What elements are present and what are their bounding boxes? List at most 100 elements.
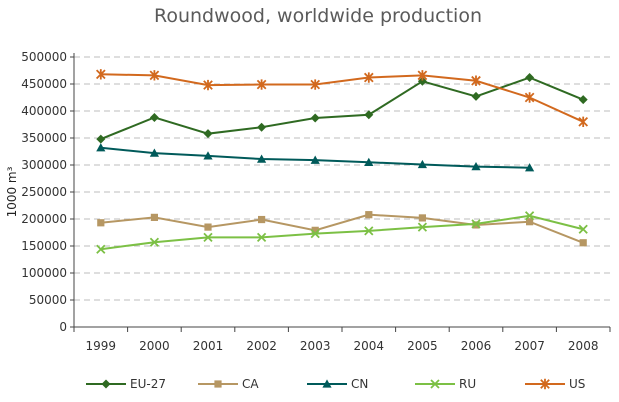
- data-point: [578, 95, 588, 105]
- y-axis-label: 1000 m³: [5, 166, 19, 217]
- data-point: [310, 228, 320, 239]
- data-point: [363, 72, 374, 83]
- data-point: [95, 69, 106, 80]
- y-tick-label: 350000: [21, 131, 67, 145]
- data-point: [96, 143, 106, 152]
- series-line: [100, 214, 584, 251]
- data-point: [96, 134, 106, 144]
- axes: [70, 53, 611, 332]
- legend-label: US: [569, 377, 585, 391]
- data-point: [203, 129, 213, 139]
- series-line: [100, 73, 584, 123]
- series-eu-27: [96, 73, 588, 144]
- data-point: [149, 70, 160, 81]
- data-point: [364, 110, 374, 120]
- data-point: [310, 155, 320, 164]
- series-line: [100, 76, 584, 141]
- data-point: [471, 91, 481, 101]
- legend-marker: [540, 378, 550, 390]
- legend-item: CN: [307, 377, 368, 391]
- x-tick-label: 2003: [300, 339, 331, 353]
- legend-label: RU: [459, 377, 476, 391]
- data-point: [526, 218, 534, 226]
- data-point: [310, 79, 321, 90]
- legend: EU-27 CA CN RU US: [86, 377, 585, 391]
- data-point: [365, 211, 373, 219]
- data-point: [203, 232, 213, 242]
- data-point: [471, 75, 481, 86]
- data-point: [310, 113, 320, 123]
- data-point: [257, 154, 267, 163]
- x-tick-label: 2006: [461, 339, 492, 353]
- y-tick-label: 300000: [21, 158, 67, 172]
- legend-item: US: [525, 377, 585, 391]
- y-tick-label: 0: [59, 320, 67, 334]
- data-point: [364, 226, 374, 236]
- data-point: [256, 79, 267, 90]
- data-point: [149, 237, 160, 247]
- y-tick-labels: 0 50000 100000 150000 200000 250000 300000 3500…: [21, 50, 67, 334]
- x-tick-label: 1999: [86, 339, 117, 353]
- data-point: [417, 159, 427, 169]
- data-point: [578, 116, 589, 127]
- y-tick-label: 50000: [29, 293, 67, 307]
- data-point: [257, 122, 267, 132]
- y-tick-label: 450000: [21, 77, 67, 91]
- legend-label: EU-27: [130, 377, 166, 391]
- series-ca: [97, 211, 587, 247]
- y-tick-label: 500000: [21, 50, 67, 64]
- legend-marker: [214, 380, 222, 388]
- legend-marker: [322, 379, 332, 388]
- data-point: [203, 151, 213, 160]
- x-tick-label: 2000: [139, 339, 170, 353]
- data-point: [417, 70, 428, 81]
- data-point: [256, 232, 267, 242]
- legend-item: RU: [415, 377, 476, 391]
- x-tick-label: 2007: [514, 339, 545, 353]
- series-us: [95, 69, 589, 127]
- data-point: [579, 239, 587, 247]
- data-point: [311, 226, 319, 234]
- data-point: [471, 162, 481, 171]
- data-point: [417, 76, 427, 86]
- x-tick-labels: 1999 2000 2001 2002 2003 2004 2005 2006 2007 2008: [86, 339, 599, 353]
- data-point: [149, 112, 159, 122]
- data-point: [150, 213, 158, 221]
- x-tick-label: 2001: [193, 339, 224, 353]
- data-point: [97, 219, 105, 227]
- data-point: [525, 163, 535, 172]
- data-point: [471, 219, 481, 229]
- data-point: [417, 222, 428, 232]
- series-layer: [95, 69, 589, 254]
- y-tick-label: 200000: [21, 212, 67, 226]
- data-point: [524, 92, 535, 103]
- y-tick-label: 150000: [21, 239, 67, 253]
- y-tick-label: 250000: [21, 185, 67, 199]
- data-point: [524, 211, 535, 221]
- legend-marker: [101, 379, 111, 389]
- x-tick-label: 2004: [354, 339, 385, 353]
- series-ru: [96, 211, 588, 254]
- series-line: [100, 213, 584, 244]
- y-tick-label: 100000: [21, 266, 67, 280]
- data-point: [525, 73, 535, 83]
- chart-title: Roundwood, worldwide production: [154, 5, 482, 27]
- data-point: [96, 244, 106, 254]
- data-point: [258, 215, 266, 224]
- y-tick-label: 400000: [21, 104, 67, 118]
- legend-item: EU-27: [86, 377, 166, 391]
- legend-label: CN: [351, 377, 368, 391]
- data-point: [203, 79, 213, 91]
- series-cn: [96, 143, 535, 172]
- data-point: [578, 224, 588, 234]
- data-point: [418, 214, 426, 222]
- x-tick-label: 2008: [568, 339, 599, 353]
- x-tick-label: 2005: [407, 339, 438, 353]
- data-point: [364, 157, 374, 166]
- legend-marker: [430, 379, 440, 389]
- x-tick-label: 2002: [246, 339, 277, 353]
- data-point: [149, 148, 159, 157]
- legend-label: CA: [242, 377, 259, 391]
